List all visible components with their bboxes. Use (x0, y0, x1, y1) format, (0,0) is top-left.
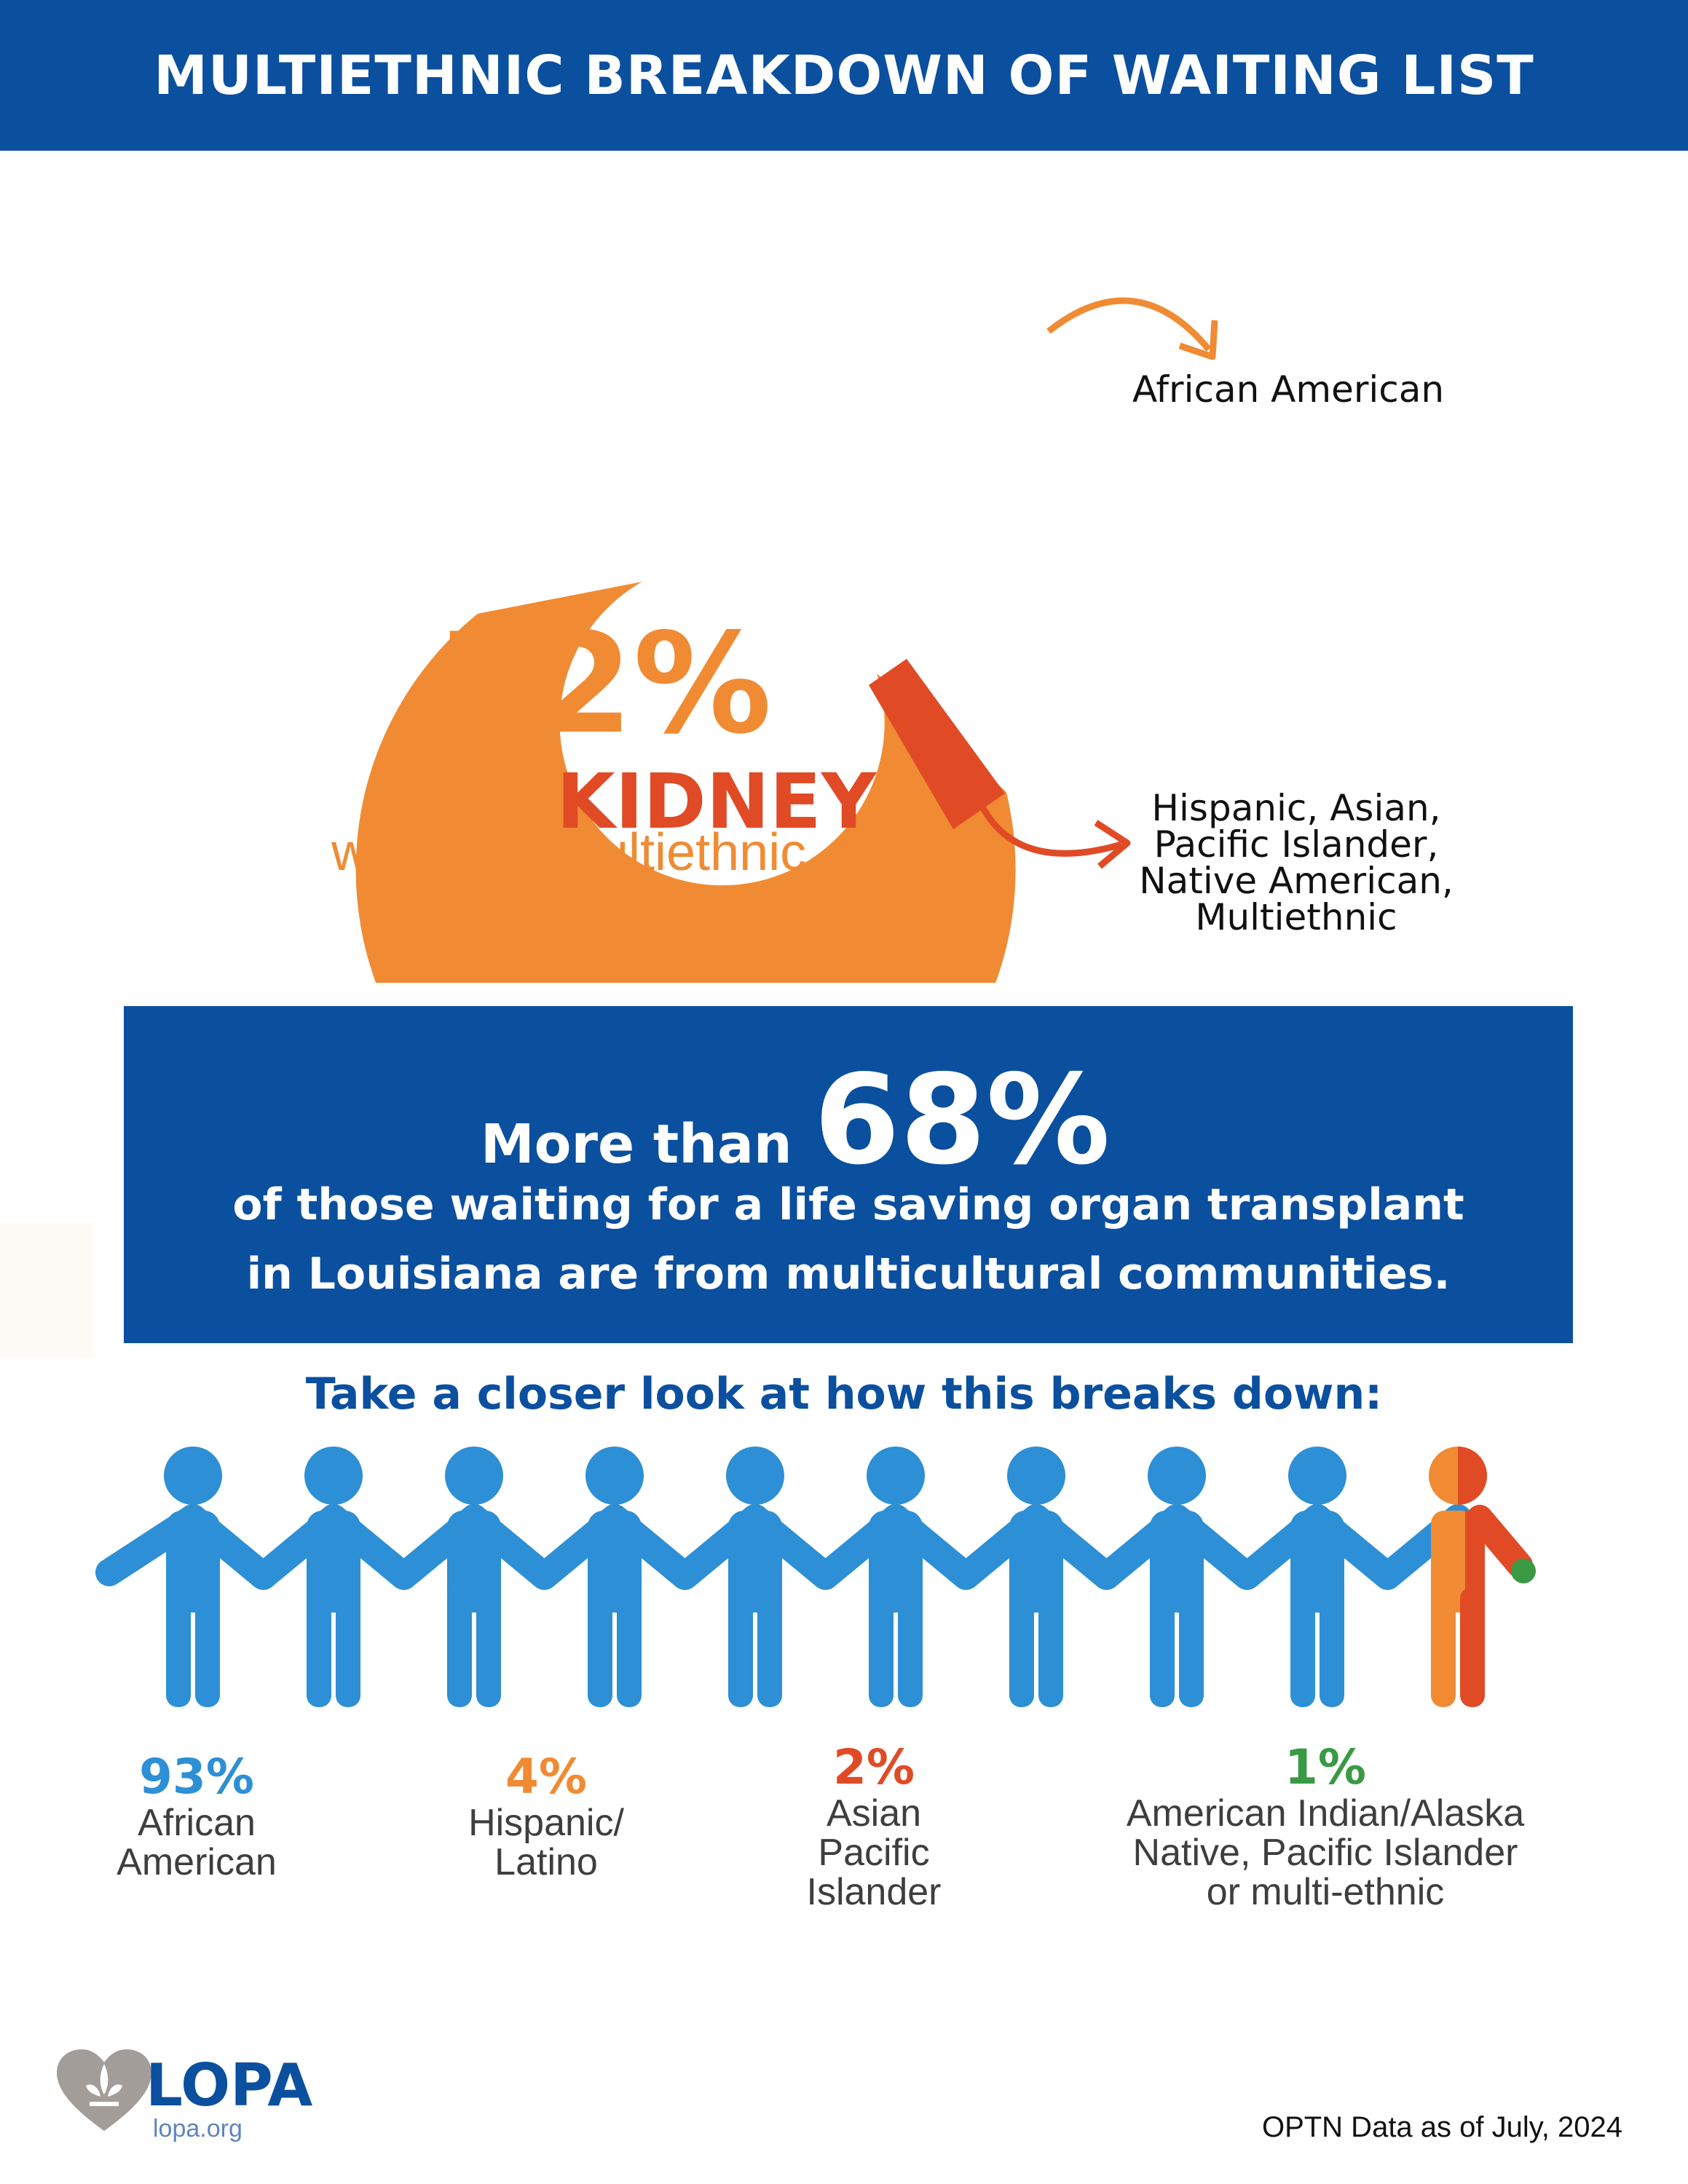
kidney-caption-line2: waitlist is multiethnic (331, 823, 807, 882)
callout-line1: of those waiting for a life saving organ… (232, 1179, 1464, 1230)
arrow-other (980, 806, 1123, 857)
faint-background-patch (0, 1223, 93, 1358)
person-figure (1007, 1447, 1065, 1707)
arrow-african-american (1046, 297, 1212, 352)
stat-african-american: 93% African American (87, 1749, 306, 1883)
legend-other: Hispanic, Asian, Pacific Islander, Nativ… (1139, 787, 1454, 938)
data-source-note: OPTN Data as of July, 2024 (1261, 2111, 1622, 2143)
stat-asian-pacific-islander: 2% Asian Pacific Islander (765, 1741, 983, 1912)
stat-hispanic-latino: 4% Hispanic/ Latino (437, 1749, 655, 1883)
person-figure (1288, 1447, 1346, 1707)
donut-segment-african-american (355, 582, 1016, 983)
callout-headline: More than 68% (481, 1048, 1111, 1192)
breakdown-heading: Take a closer look at how this breaks do… (305, 1369, 1383, 1420)
stat-percent: 2% (832, 1739, 915, 1795)
kidney-caption-line1: of the KIDNEY (426, 757, 877, 846)
stat-percent: 93% (139, 1749, 254, 1805)
donut-segment-other-slice (869, 659, 1005, 829)
person-figure (726, 1447, 784, 1707)
callout-box (124, 1006, 1573, 1343)
kidney-percent: 72% (441, 604, 772, 764)
person-figure (164, 1447, 222, 1707)
stat-percent: 1% (1284, 1739, 1367, 1795)
person-figure (304, 1447, 363, 1707)
callout-line2: in Louisiana are from multicultural comm… (246, 1249, 1451, 1299)
stat-percent: 4% (505, 1749, 588, 1805)
kidney-donut-chart (355, 297, 1218, 983)
header-bar: MULTIETHNIC BREAKDOWN OF WAITING LIST (0, 0, 1688, 151)
person-figure (1148, 1447, 1206, 1707)
people-chain-graphic (95, 1447, 1536, 1707)
stat-other: 1% American Indian/Alaska Native, Pacifi… (1092, 1741, 1558, 1912)
lopa-heart-icon (57, 2049, 151, 2131)
lopa-logo-text: LOPA (146, 2052, 313, 2119)
person-figure (445, 1447, 503, 1707)
lopa-url[interactable]: lopa.org (153, 2115, 242, 2143)
page-title: MULTIETHNIC BREAKDOWN OF WAITING LIST (154, 44, 1534, 107)
person-figure (1429, 1447, 1536, 1707)
person-figure (867, 1447, 925, 1707)
legend-african-american: African American (1132, 368, 1445, 411)
callout-percent: 68% (813, 1048, 1111, 1192)
person-figure (585, 1447, 644, 1707)
kidney-keyword: KIDNEY (556, 757, 877, 846)
